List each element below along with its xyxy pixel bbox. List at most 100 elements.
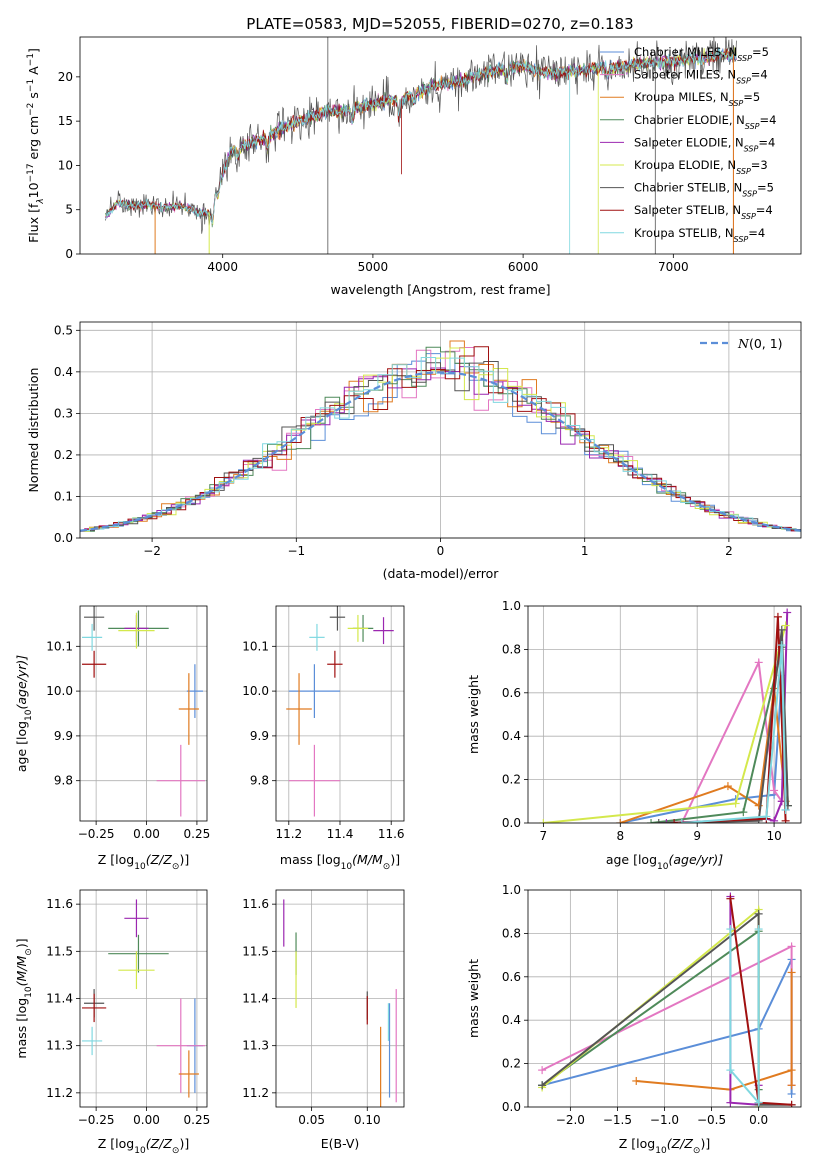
label-part: (age/yr)] (14, 655, 29, 710)
x-tick-label: 0.05 (298, 1113, 325, 1127)
plot-area (82, 606, 205, 817)
y-tick-label: 11.3 (242, 1039, 269, 1053)
weight-line-salpeter_miles (680, 658, 783, 823)
legend-name: Kroupa MILES, N (634, 90, 729, 104)
legend-sub: SSP (734, 234, 749, 243)
y-tick-label: 9.9 (54, 729, 73, 743)
x-tick-label: 11.4 (327, 827, 354, 841)
label-part: −2 (26, 103, 36, 116)
weight-line-kroupa_stelib (729, 929, 760, 1106)
legend-count: =4 (751, 68, 768, 82)
x-tick-label: −2.0 (556, 1113, 585, 1127)
label-part: (age/yr)] (668, 852, 723, 867)
x-tick-label: 4000 (207, 260, 238, 274)
legend-label-salpeter_stelib: Salpeter STELIB, NSSP=4 (634, 203, 773, 221)
legend-name: Salpeter MILES, N (634, 68, 736, 82)
plot-area (538, 892, 796, 1107)
legend-label-chabrier_stelib: Chabrier STELIB, NSSP=5 (634, 181, 774, 199)
legend-count: =5 (743, 90, 760, 104)
label-part: Z [log (98, 852, 134, 867)
x-tick-label: −1.5 (603, 1113, 632, 1127)
x-axis-label: (data-model)/error (383, 566, 500, 581)
label-part: (M/M (352, 852, 383, 867)
y-tick-label: 10.1 (46, 639, 73, 653)
x-tick-label: 8 (616, 829, 624, 843)
label-part: A (26, 66, 41, 79)
legend-count: =3 (751, 158, 768, 172)
axes-spectrum: 4000 5000 6000 7000 0 5 10 15 20 wavelength [Angs… (26, 36, 802, 297)
legend-sub: SSP (744, 144, 759, 153)
legend-name: Salpeter STELIB, N (634, 203, 741, 217)
axes-frame (79, 605, 208, 822)
label-part: Z [log (98, 1136, 134, 1151)
x-axis-label: mass [log10(M/M⊙)] (280, 852, 400, 872)
y-tick-label: 11.5 (46, 944, 73, 958)
x-tick-label: 11.2 (275, 827, 302, 841)
legend-name: Salpeter ELODIE, N (634, 135, 744, 149)
weight-line-chabrier_elodie (541, 929, 760, 1090)
y-tick-label: 20 (58, 70, 73, 84)
x-tick-label: 0.10 (354, 1113, 381, 1127)
y-tick-label: 11.6 (242, 897, 269, 911)
label-part: age [log (606, 852, 657, 867)
x-tick-label: 0.25 (184, 827, 211, 841)
legend-name: Chabrier ELODIE, N (634, 113, 745, 127)
y-axis-label: mass weight (466, 675, 481, 754)
label-part: 10 (24, 986, 34, 998)
label-part: ⊙ (172, 1146, 180, 1156)
plot-area (80, 340, 801, 533)
label-part: (Z/Z (146, 852, 173, 867)
label-part: )] (14, 938, 29, 948)
y-tick-label: 1.0 (502, 883, 521, 897)
x-tick-label: −1 (287, 544, 305, 558)
label-part: ⊙ (383, 862, 391, 872)
plot-area (105, 37, 737, 254)
y-tick-label: 1.0 (502, 599, 521, 613)
legend-sub: SSP (742, 189, 757, 198)
x-axis-label: Z [log10(Z/Z⊙)] (98, 852, 189, 872)
legend-label-chabrier_elodie: Chabrier ELODIE, NSSP=4 (634, 113, 776, 131)
y-tick-label: 10.1 (242, 639, 269, 653)
label-part: 10 (134, 862, 146, 872)
y-tick-label: 0.2 (54, 448, 73, 462)
label-part: )] (179, 852, 189, 867)
y-tick-label: 0.0 (502, 816, 521, 830)
y-axis-label: Normed distribution (26, 368, 41, 493)
label-part: (M/M (14, 956, 29, 987)
x-tick-label: 1 (581, 544, 589, 558)
histogram-salpeter_elodie (80, 366, 801, 532)
legend-name: Kroupa STELIB, N (634, 226, 734, 240)
x-tick-label: −2 (143, 544, 161, 558)
x-tick-label: 0 (437, 544, 445, 558)
y-tick-label: 0.4 (502, 1013, 521, 1027)
y-tick-label: 11.4 (242, 992, 269, 1006)
y-tick-label: 11.3 (46, 1039, 73, 1053)
x-tick-label: 0.00 (133, 1113, 160, 1127)
legend-count: =4 (760, 113, 777, 127)
legend-label-kroupa_elodie: Kroupa ELODIE, NSSP=3 (634, 158, 768, 176)
legend-label-salpeter_miles: Salpeter MILES, NSSP=4 (634, 68, 768, 86)
x-tick-label: 7 (540, 829, 548, 843)
x-tick-label: 11.6 (378, 827, 405, 841)
x-tick-label: 5000 (358, 260, 389, 274)
y-tick-label: 0.0 (502, 1100, 521, 1114)
y-axis-label: age [log10(age/yr)] (14, 655, 34, 772)
weight-line-kroupa_stelib (681, 645, 787, 823)
y-tick-label: 0.3 (54, 406, 73, 420)
label-part: ⊙ (172, 862, 180, 872)
label-part: ⊙ (693, 1146, 701, 1156)
y-axis-label: mass [log10(M/M⊙)] (14, 938, 34, 1058)
label-part: −17 (26, 163, 36, 182)
x-axis-label: E(B-V) (321, 1136, 360, 1151)
y-tick-label: 11.6 (46, 897, 73, 911)
label-part: erg cm (26, 116, 41, 164)
x-tick-label: 0.0 (749, 1113, 768, 1127)
figure-title: PLATE=0583, MJD=52055, FIBERID=0270, z=0… (246, 15, 633, 33)
legend-name: Chabrier MILES, N (634, 45, 737, 59)
x-tick-label: −0.25 (78, 827, 115, 841)
x-tick-label: 6000 (508, 260, 539, 274)
legend-count: =5 (757, 181, 774, 195)
y-axis-label: mass weight (466, 959, 481, 1038)
y-tick-label: 11.2 (242, 1086, 269, 1100)
y-tick-label: 10.0 (242, 684, 269, 698)
